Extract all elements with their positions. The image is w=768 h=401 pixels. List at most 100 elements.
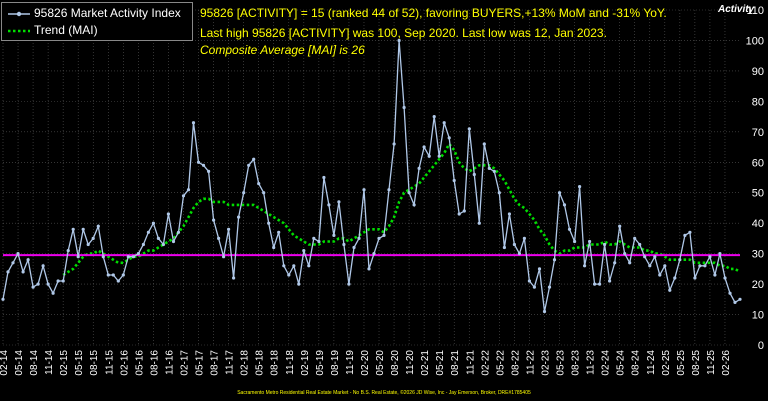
activity-point <box>452 178 456 183</box>
x-tick-label: 08-18 <box>270 350 281 376</box>
x-tick-label: 08-16 <box>149 350 160 376</box>
activity-point <box>247 163 251 167</box>
activity-point <box>1 297 5 301</box>
activity-point <box>547 285 552 289</box>
activity-point <box>322 175 326 180</box>
activity-point <box>678 258 682 262</box>
activity-point <box>512 242 517 247</box>
activity-point <box>252 157 256 161</box>
x-tick-label: 02-18 <box>240 350 251 376</box>
x-tick-label: 08-17 <box>210 350 221 376</box>
activity-point <box>186 188 191 192</box>
activity-point <box>517 252 522 256</box>
activity-point <box>412 203 416 207</box>
x-tick-label: 11-18 <box>285 350 296 375</box>
x-tick-label: 02-17 <box>179 350 190 376</box>
activity-point <box>427 154 431 158</box>
activity-point <box>41 264 45 268</box>
activity-point <box>497 191 501 195</box>
activity-point <box>583 264 587 268</box>
activity-point <box>272 245 276 250</box>
activity-point <box>397 38 401 43</box>
activity-point <box>618 224 622 228</box>
activity-point <box>222 255 226 259</box>
x-tick-label: 08-23 <box>571 350 582 376</box>
activity-point <box>422 145 426 149</box>
y-tick-label: 60 <box>752 157 764 169</box>
x-tick-label: 02-21 <box>420 350 431 376</box>
activity-point <box>212 218 216 222</box>
activity-point <box>723 276 727 280</box>
activity-point <box>237 215 241 219</box>
x-tick-label: 08-22 <box>510 350 521 376</box>
activity-point <box>312 236 316 240</box>
activity-point <box>663 264 667 268</box>
activity-point <box>71 227 75 231</box>
activity-point <box>613 261 617 265</box>
activity-point <box>101 255 105 259</box>
activity-point <box>86 242 90 247</box>
activity-point <box>387 188 391 192</box>
activity-point <box>106 273 110 277</box>
activity-point <box>76 255 80 259</box>
activity-point <box>462 209 466 213</box>
activity-point <box>342 242 346 247</box>
x-tick-label: 08-24 <box>631 350 642 376</box>
activity-point <box>121 273 125 277</box>
activity-point <box>277 230 281 234</box>
x-axis-tick-labels: 02-14 05-14 08-14 11-14 02-15 05-15 08-15 11-15… <box>0 350 732 376</box>
activity-line <box>2 40 741 312</box>
activity-point <box>16 252 20 256</box>
trend-line <box>62 141 741 277</box>
activity-point <box>467 127 471 131</box>
y-axis-title: Activity <box>718 4 755 15</box>
activity-point <box>537 267 542 271</box>
activity-point <box>166 212 170 216</box>
x-tick-label: 05-16 <box>134 350 145 376</box>
activity-point <box>562 203 567 207</box>
y-tick-label: 0 <box>758 340 764 352</box>
activity-point <box>61 279 65 283</box>
activity-point <box>126 255 130 259</box>
activity-point <box>297 282 301 286</box>
activity-point <box>282 264 286 268</box>
activity-point <box>307 264 311 268</box>
activity-point <box>603 242 607 247</box>
x-tick-label: 08-21 <box>450 350 461 376</box>
activity-point <box>377 236 381 240</box>
activity-point <box>372 252 376 256</box>
activity-point <box>392 142 396 146</box>
activity-point <box>633 236 637 240</box>
activity-point <box>713 273 717 277</box>
footer-copyright: Sacramento Metro Residential Real Estate… <box>237 390 531 396</box>
activity-point <box>733 300 737 304</box>
x-tick-label: 11-22 <box>525 350 536 375</box>
activity-point <box>658 273 662 277</box>
legend-item-activity: 95826 Market Activity Index <box>2 6 190 22</box>
activity-point <box>567 227 572 231</box>
activity-point <box>116 279 120 283</box>
x-tick-label: 02-22 <box>480 350 491 376</box>
activity-point <box>688 230 692 234</box>
activity-point <box>31 285 35 289</box>
activity-point <box>628 261 632 265</box>
activity-point <box>588 239 592 244</box>
y-tick-label: 50 <box>752 188 764 200</box>
activity-point <box>81 227 85 231</box>
y-tick-label: 100 <box>746 35 764 47</box>
activity-point <box>151 221 155 225</box>
headline-high-low: Last high 95826 [ACTIVITY] was 100, Sep … <box>200 26 607 40</box>
x-tick-label: 08-19 <box>330 350 341 376</box>
x-tick-label: 11-16 <box>164 350 175 375</box>
activity-point <box>437 154 441 158</box>
x-tick-label: 02-20 <box>360 350 371 376</box>
activity-point <box>593 282 597 286</box>
activity-point <box>728 291 732 295</box>
activity-point <box>643 255 647 259</box>
activity-point <box>91 236 95 240</box>
activity-point <box>36 282 40 286</box>
activity-point <box>738 297 742 301</box>
activity-point <box>131 255 135 259</box>
activity-point <box>11 261 15 265</box>
activity-point <box>171 239 176 244</box>
